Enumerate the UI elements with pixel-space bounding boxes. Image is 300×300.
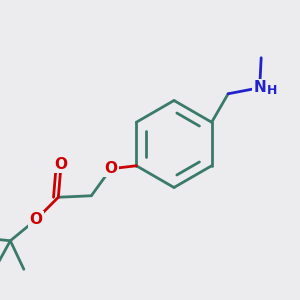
Text: H: H bbox=[267, 84, 278, 97]
Text: O: O bbox=[104, 161, 117, 176]
Text: O: O bbox=[54, 157, 67, 172]
Text: O: O bbox=[29, 212, 42, 227]
Text: N: N bbox=[253, 80, 266, 95]
